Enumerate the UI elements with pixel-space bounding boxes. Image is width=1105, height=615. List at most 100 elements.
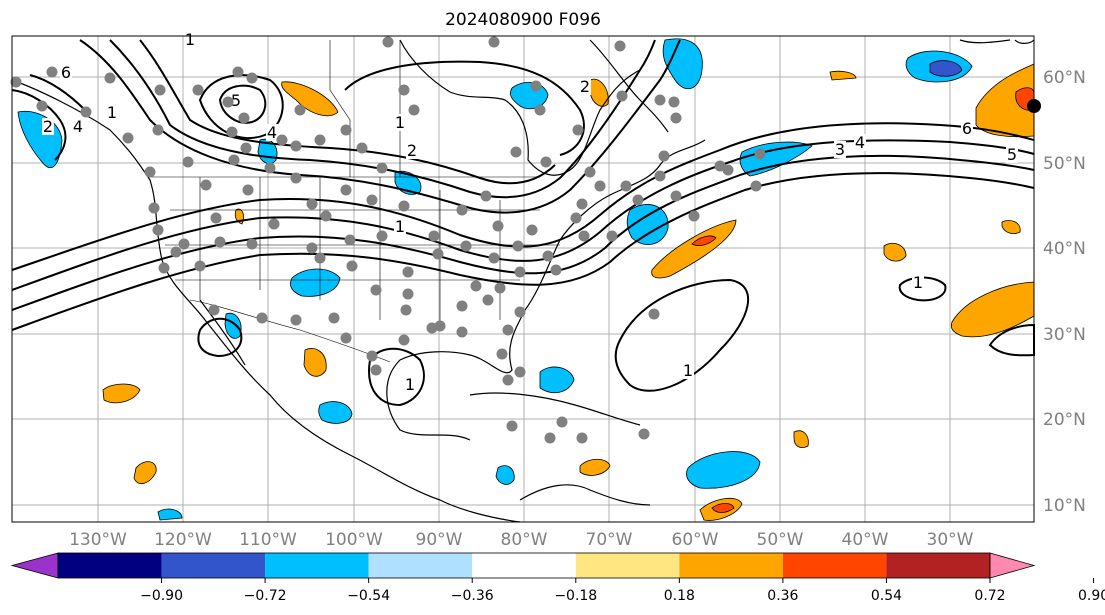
station-dot: [210, 212, 222, 224]
contour-line: [11, 139, 1035, 291]
station-dot: [572, 124, 584, 136]
contour-label: 4: [267, 123, 277, 142]
state-boundaries: [199, 177, 501, 330]
station-dot: [306, 198, 318, 210]
colorbar-tick-label: 0.18: [664, 588, 695, 604]
longitude-label: 120°W: [154, 530, 212, 550]
station-dot: [460, 240, 472, 252]
station-dot: [294, 104, 306, 116]
station-dot: [376, 230, 388, 242]
longitude-label: 130°W: [69, 530, 127, 550]
station-dot: [222, 96, 234, 108]
colorbar-segment: [886, 553, 990, 578]
station-dot: [208, 304, 220, 316]
contour-line: [79, 39, 681, 214]
station-dot: [398, 334, 410, 346]
latitude-label: 10°N: [1043, 496, 1086, 516]
caribbean-islands: [469, 392, 641, 426]
station-dot: [488, 252, 500, 264]
contour-ridge-closed: [218, 84, 267, 124]
station-dot: [496, 348, 508, 360]
colorbar-segment: [782, 553, 887, 578]
station-dot: [688, 210, 700, 222]
colorbar-tick-label: 0.36: [767, 588, 798, 604]
positive-anomaly-area: [281, 81, 339, 117]
negative-anomaly-core: [929, 60, 963, 77]
contour-label-background: [854, 134, 866, 151]
station-dot: [540, 156, 552, 168]
station-dot: [606, 230, 618, 242]
positive-anomaly-area: [579, 458, 611, 476]
contour-label-background: [834, 141, 846, 158]
colorbar: −0.90 −0.72 −0.54 −0.36 −0.18 0.18 0.36 0.54 0.7…: [10, 552, 1105, 604]
station-dot: [152, 224, 164, 236]
station-dot: [616, 90, 628, 102]
station-dot: [346, 260, 358, 272]
station-dot: [576, 432, 588, 444]
station-dot: [376, 162, 388, 174]
latitude-label: 60°N: [1043, 68, 1086, 88]
station-dot: [506, 420, 518, 432]
positive-anomaly-area: [793, 430, 809, 448]
coastlines: [11, 39, 1035, 523]
station-dot: [530, 80, 542, 92]
contour-label: 6: [61, 63, 71, 82]
latitude-label: 40°N: [1043, 239, 1086, 259]
longitude-label: 70°W: [586, 530, 633, 550]
longitude-label: 110°W: [239, 530, 297, 550]
contour-line: [139, 39, 556, 185]
station-dot: [550, 264, 562, 276]
colorbar-tick-label: −0.54: [347, 588, 390, 604]
latitude-labels: 60°N 50°N 40°N 30°N 20°N 10°N: [1043, 68, 1086, 516]
colorbar-tick-label: −0.36: [451, 588, 494, 604]
station-dot: [158, 262, 170, 274]
station-dot: [314, 252, 326, 264]
positive-anomaly-area: [102, 383, 141, 404]
negative-anomaly-area: [290, 268, 341, 297]
station-dot: [668, 96, 680, 108]
station-dot: [242, 184, 254, 196]
negative-anomaly-area: [626, 204, 669, 245]
station-dot: [754, 148, 766, 160]
contour-label-background: [961, 120, 973, 137]
colorbar-extend-low: [10, 552, 59, 579]
station-dot: [228, 154, 240, 166]
colorbar-segment: [58, 553, 162, 578]
colorbar-extend-high: [989, 552, 1036, 579]
station-dot: [400, 304, 412, 316]
station-dot: [170, 246, 182, 258]
hudson-bay-coastline: [399, 39, 641, 176]
station-dot: [122, 132, 134, 144]
contour-label: 4: [73, 117, 83, 136]
contour-label-background: [266, 124, 278, 141]
station-dot: [148, 202, 160, 214]
station-dot: [638, 428, 650, 440]
station-dot: [370, 364, 382, 376]
contour-line: [11, 122, 1035, 271]
station-dot: [502, 324, 514, 336]
contour-label: 2: [43, 117, 53, 136]
station-dot: [226, 126, 238, 138]
station-dot: [456, 300, 468, 312]
station-dot: [514, 306, 526, 318]
contour-label-background: [394, 114, 406, 131]
station-dot: [654, 94, 666, 106]
contour-line: [11, 89, 67, 161]
contour-label: 1: [185, 30, 195, 49]
station-dot: [534, 104, 546, 116]
colorbar-segment: [265, 553, 369, 578]
longitude-label: 100°W: [325, 530, 383, 550]
station-dot: [510, 146, 522, 158]
station-dot: [154, 84, 166, 96]
station-dot: [232, 66, 244, 78]
station-dot: [526, 224, 538, 236]
station-dot: [432, 248, 444, 260]
longitude-label: 80°W: [501, 530, 548, 550]
negative-anomaly-area: [686, 451, 761, 489]
station-dot: [152, 124, 164, 136]
station-dot: [542, 250, 554, 262]
positive-anomaly-core: [711, 503, 735, 513]
longitude-label: 60°W: [672, 530, 719, 550]
station-dot: [578, 230, 590, 242]
